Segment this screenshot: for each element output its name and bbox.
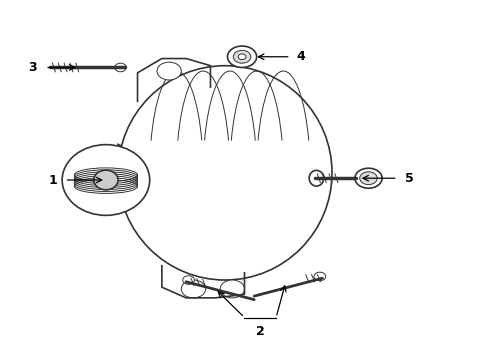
Ellipse shape (227, 46, 256, 67)
Text: 4: 4 (295, 50, 304, 63)
Ellipse shape (183, 276, 194, 284)
Text: 3: 3 (29, 61, 37, 74)
Ellipse shape (359, 172, 376, 185)
Ellipse shape (220, 280, 244, 298)
Ellipse shape (157, 62, 181, 80)
Ellipse shape (233, 50, 250, 63)
Ellipse shape (238, 54, 245, 60)
Ellipse shape (62, 145, 149, 215)
Ellipse shape (118, 66, 331, 280)
Ellipse shape (94, 170, 118, 190)
Text: 5: 5 (405, 172, 413, 185)
Text: 2: 2 (256, 325, 264, 338)
Ellipse shape (308, 170, 323, 186)
Ellipse shape (181, 280, 205, 298)
Ellipse shape (354, 168, 381, 188)
Text: 1: 1 (48, 174, 57, 186)
Ellipse shape (115, 63, 126, 72)
Ellipse shape (313, 272, 325, 281)
